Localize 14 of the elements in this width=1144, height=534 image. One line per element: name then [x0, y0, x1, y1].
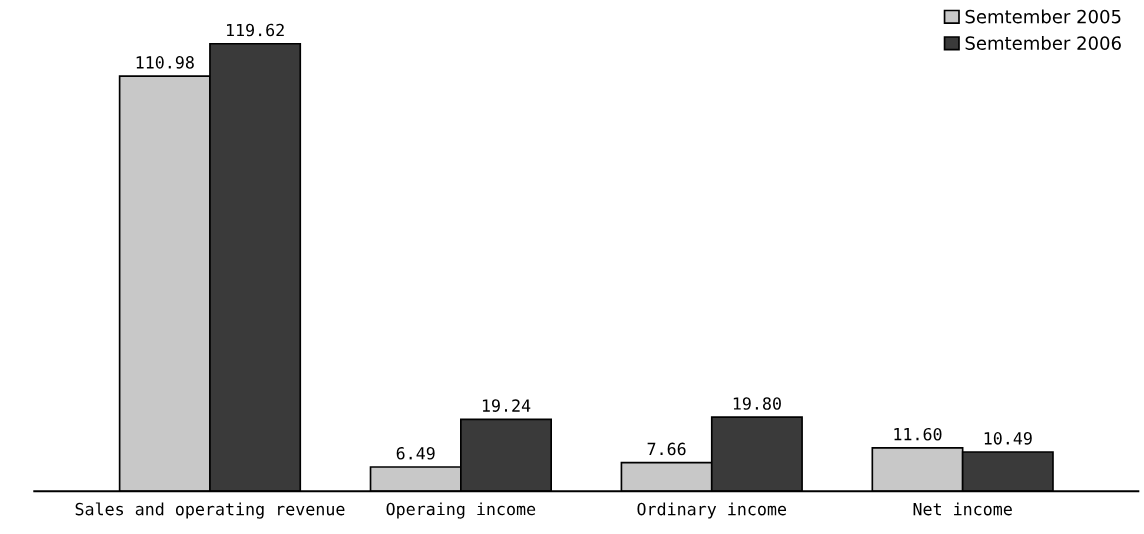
- data-label: 7.66: [647, 442, 686, 456]
- x-tick-label: Operaing income: [386, 502, 536, 519]
- x-tick-label: Net income: [913, 502, 1012, 516]
- legend-label: Semtember 2006: [965, 35, 1121, 50]
- data-label: 6.49: [396, 447, 435, 460]
- legend-label: Semtember 2005: [965, 9, 1121, 24]
- data-label: 119.62: [227, 23, 284, 37]
- x-tick-label: Ordinary income: [637, 502, 787, 519]
- data-label: 10.49: [984, 432, 1032, 445]
- data-label: 11.60: [894, 427, 942, 441]
- x-tick-label: Sales and operating revenue: [75, 502, 345, 519]
- data-label: 110.98: [136, 56, 194, 69]
- data-label: 19.80: [733, 397, 781, 410]
- data-label: 19.24: [482, 399, 531, 412]
